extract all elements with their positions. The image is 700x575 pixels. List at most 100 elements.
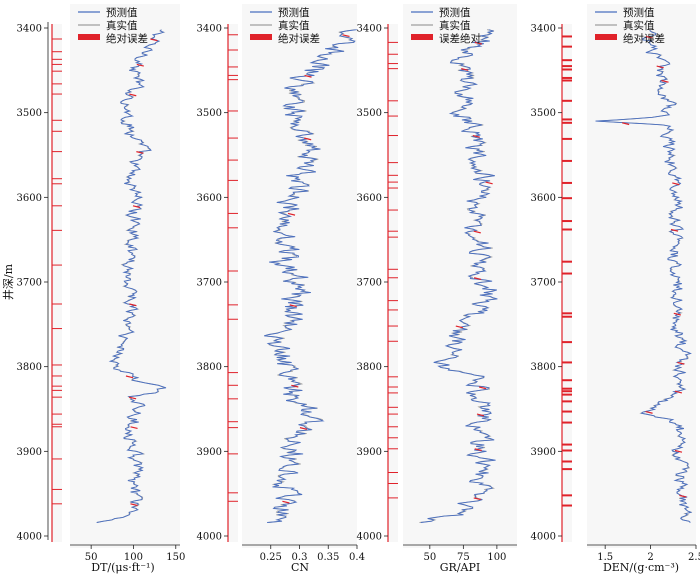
panel-gr: 3400 3500 3600 3700 3800 3900 4000 50 75 100 GR/AP… — [357, 4, 517, 574]
error-segment — [455, 325, 463, 329]
depth-tick-label: 3800 — [197, 362, 222, 373]
depth-tick-label: 3600 — [197, 193, 222, 204]
depth-tick-label: 3500 — [357, 108, 382, 119]
legend-error-swatch — [250, 34, 272, 40]
error-segment — [661, 79, 669, 83]
error-segment — [291, 384, 299, 388]
error-segment — [670, 228, 679, 232]
error-segment — [677, 361, 685, 365]
x-axis-label: DEN/(g·cm⁻³) — [603, 561, 679, 574]
error-segment — [473, 277, 482, 281]
error-band-background — [388, 24, 398, 542]
predicted-value-series — [264, 29, 357, 523]
x-axis-label: CN — [291, 561, 309, 574]
x-tick-label: 50 — [423, 552, 436, 563]
depth-tick-label: 3900 — [197, 447, 222, 458]
error-segment — [622, 122, 630, 126]
error-segment — [473, 497, 481, 501]
legend-error-swatch — [595, 34, 617, 40]
legend-predicted-label: 预测值 — [106, 6, 138, 19]
legend-error-swatch — [411, 34, 433, 40]
x-tick-label: 150 — [166, 552, 185, 563]
depth-tick-label: 3700 — [531, 278, 556, 289]
error-segment — [304, 74, 312, 78]
legend-predicted-label: 预测值 — [278, 6, 310, 19]
predicted-value-series — [595, 29, 693, 523]
depth-tick-label: 3500 — [531, 108, 556, 119]
depth-tick-label: 3800 — [357, 362, 382, 373]
depth-tick-label: 4000 — [357, 532, 382, 543]
depth-tick-label: 4000 — [197, 532, 222, 543]
panel-cn: 3400 3500 3600 3700 3800 3900 4000 0.25 0.3 0.35 0… — [197, 4, 365, 574]
error-segment — [132, 205, 141, 209]
error-segment — [129, 93, 137, 97]
error-segment — [342, 34, 350, 38]
error-segment — [673, 312, 681, 316]
error-segment — [136, 151, 144, 154]
x-axis-label: GR/API — [440, 561, 480, 574]
depth-tick-label: 3500 — [197, 108, 222, 119]
x-tick-label: 0.35 — [317, 552, 339, 563]
x-tick-label: 1.5 — [597, 552, 613, 563]
x-tick-label: 0.25 — [260, 552, 282, 563]
depth-tick-label: 3600 — [531, 193, 556, 204]
error-band-background — [228, 24, 238, 542]
error-segment — [289, 304, 297, 308]
error-segment — [130, 426, 138, 430]
error-segment — [287, 212, 296, 216]
legend-true-label: 真实值 — [278, 19, 310, 32]
error-segment — [474, 448, 482, 452]
error-segment — [472, 134, 480, 138]
depth-tick-label: 3600 — [357, 193, 382, 204]
error-band-background — [52, 24, 62, 542]
depth-tick-label: 3700 — [17, 278, 42, 289]
error-segment — [125, 375, 134, 379]
depth-tick-label: 3800 — [531, 362, 556, 373]
x-tick-label: 2 — [647, 552, 653, 563]
depth-tick-label: 3400 — [357, 24, 382, 35]
error-segment — [136, 63, 144, 67]
panel-den: 3400 3500 3600 3700 3800 3900 4000 1.5 2 2.5 DEN/(… — [531, 4, 700, 574]
error-segment — [150, 38, 158, 42]
plot-background — [587, 4, 696, 548]
depth-tick-label: 3700 — [357, 278, 382, 289]
x-tick-label: 0.3 — [292, 552, 308, 563]
plot-background — [70, 4, 180, 548]
predicted-value-series — [420, 29, 498, 523]
error-segment — [473, 230, 481, 234]
x-tick-label: 100 — [487, 552, 506, 563]
depth-tick-label: 4000 — [531, 532, 556, 543]
legend-predicted-label: 预测值 — [623, 6, 655, 19]
depth-tick-label: 3400 — [197, 24, 222, 35]
legend-error-swatch — [78, 34, 100, 40]
legend-true-label: 真实值 — [106, 19, 138, 32]
error-band-background — [562, 24, 572, 542]
depth-tick-label: 4000 — [17, 532, 42, 543]
error-segment — [674, 449, 683, 453]
error-segment — [282, 500, 290, 504]
x-tick-label: 75 — [457, 552, 470, 563]
error-segment — [645, 35, 654, 39]
x-tick-label: 50 — [85, 552, 98, 563]
x-tick-label: 100 — [124, 552, 143, 563]
legend-true-label: 真实值 — [439, 19, 471, 32]
error-segment — [299, 427, 308, 430]
x-axis-label: DT/(μs·ft⁻¹) — [91, 561, 154, 574]
error-segment — [476, 413, 485, 417]
x-tick-label: 0.4 — [349, 552, 365, 563]
error-segment — [478, 386, 487, 390]
depth-tick-label: 3600 — [17, 193, 42, 204]
error-segment — [129, 303, 137, 307]
x-tick-label: 2.5 — [688, 552, 700, 563]
error-segment — [304, 137, 312, 141]
error-segment — [645, 410, 653, 414]
legend-true-label: 真实值 — [623, 19, 655, 32]
depth-tick-label: 3700 — [197, 278, 222, 289]
error-segment — [674, 390, 683, 394]
